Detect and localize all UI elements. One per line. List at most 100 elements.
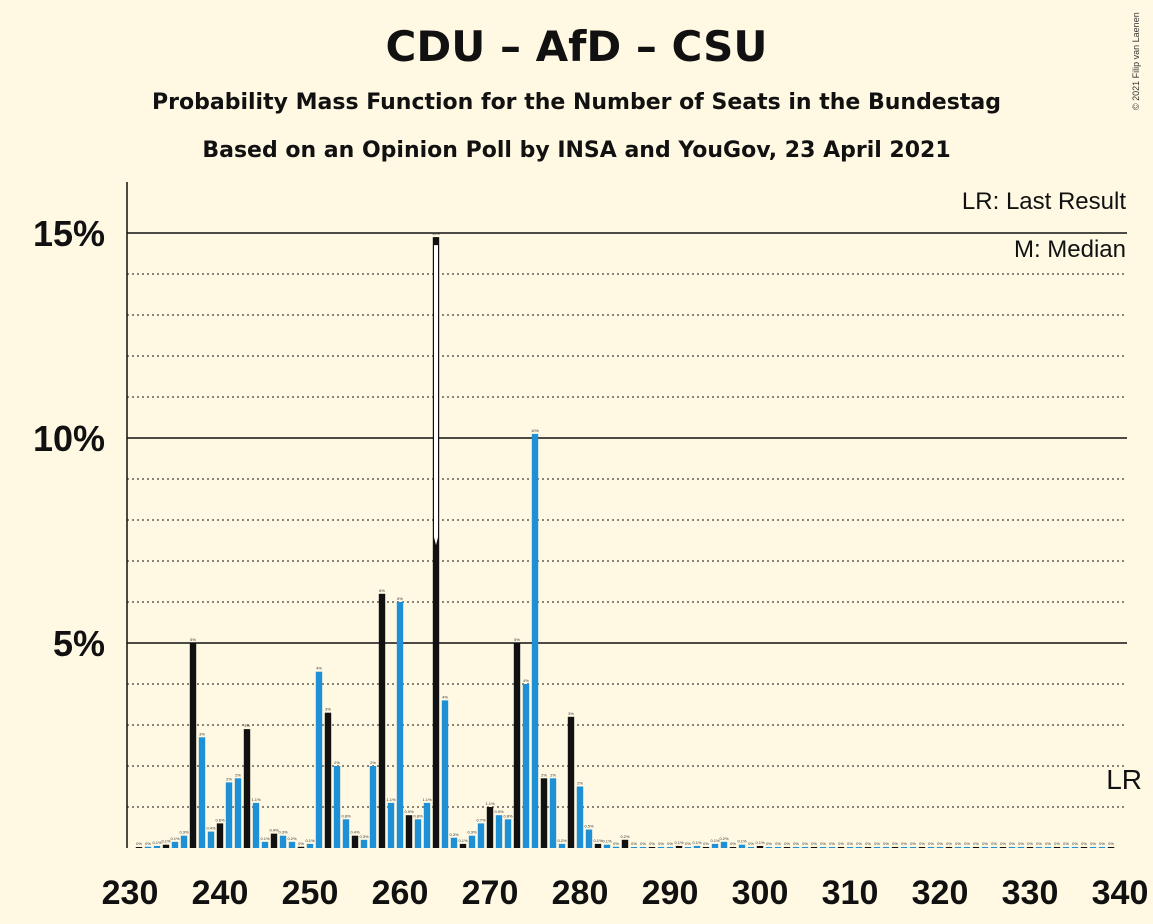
bar-label-322: 0% [955, 841, 961, 846]
bar-label-237: 5% [190, 637, 196, 642]
bar-338 [1098, 847, 1106, 848]
x-tick-label: 270 [462, 874, 519, 912]
bar-235 [171, 841, 179, 848]
bar-label-273: 5% [514, 637, 520, 642]
bar-label-321: 0% [946, 841, 952, 846]
bar-251 [315, 671, 323, 848]
bar-label-336: 0% [1081, 841, 1087, 846]
bar-label-338: 0% [1099, 841, 1105, 846]
bar-label-332: 0% [1045, 841, 1051, 846]
bar-label-298: 0.1% [737, 839, 747, 844]
bars [135, 237, 1115, 849]
x-tick-label: 300 [732, 874, 789, 912]
bar-330 [1026, 847, 1034, 848]
bar-label-231: 0% [136, 841, 142, 846]
bar-label-290: 0% [667, 841, 673, 846]
bar-label-271: 0.9% [494, 809, 504, 814]
bar-319 [927, 847, 935, 848]
bar-label-289: 0% [658, 841, 664, 846]
bar-325 [981, 847, 989, 848]
grid-lines [127, 232, 1127, 808]
bar-label-260: 6% [397, 596, 403, 601]
bar-291 [675, 845, 683, 848]
bar-label-323: 0% [964, 841, 970, 846]
bar-label-295: 0.1% [710, 838, 720, 843]
bar-288 [648, 847, 656, 848]
bar-label-296: 0.2% [719, 836, 729, 841]
bar-label-309: 0% [838, 841, 844, 846]
bar-331 [1035, 847, 1043, 848]
bar-322 [954, 847, 962, 848]
bar-306 [810, 847, 818, 848]
bar-label-326: 0% [991, 841, 997, 846]
bar-label-246: 0.4% [269, 828, 279, 833]
bar-317 [909, 847, 917, 848]
bar-label-286: 0% [631, 841, 637, 846]
bar-339 [1107, 847, 1115, 848]
bar-292 [684, 847, 692, 848]
bar-label-285: 0.2% [620, 834, 630, 839]
bar-label-232: 0% [145, 841, 151, 846]
bar-label-299: 0% [748, 841, 754, 846]
bar-label-259: 1.1% [386, 797, 396, 802]
bar-337 [1089, 847, 1097, 848]
bar-label-254: 0.8% [341, 813, 351, 818]
bar-label-277: 2% [550, 772, 556, 777]
bar-301 [765, 847, 773, 848]
bar-253 [333, 766, 341, 848]
bar-label-311: 0% [856, 841, 862, 846]
bar-label-293: 0.1% [692, 840, 702, 845]
bar-310 [846, 847, 854, 848]
median-notch [434, 245, 438, 546]
y-tick-label: 10% [33, 418, 105, 459]
bar-label-318: 0% [919, 841, 925, 846]
bar-262 [414, 819, 422, 848]
bar-297 [729, 847, 737, 848]
last-result-marker: LR [1106, 764, 1142, 795]
bar-329 [1017, 847, 1025, 848]
bar-label-276: 2% [541, 772, 547, 777]
bar-260 [396, 602, 404, 848]
bar-label-267: 0.1% [458, 838, 468, 843]
bar-label-264: 15% [432, 231, 440, 236]
bar-label-233: 0.1% [152, 840, 162, 845]
bar-label-257: 2% [370, 760, 376, 765]
bar-326 [990, 847, 998, 848]
bar-334 [1062, 847, 1070, 848]
bar-240 [216, 823, 224, 848]
bar-label-238: 3% [199, 731, 205, 736]
bar-label-250: 0.1% [305, 838, 315, 843]
bar-label-305: 0% [802, 841, 808, 846]
bar-label-253: 2% [334, 760, 340, 765]
bar-label-241: 2% [226, 776, 232, 781]
bar-252 [324, 712, 332, 848]
bar-label-243: 3% [244, 723, 250, 728]
bar-label-234: 0.1% [161, 839, 171, 844]
bar-287 [639, 847, 647, 848]
bar-276 [540, 778, 548, 848]
bar-label-328: 0% [1009, 841, 1015, 846]
bar-246 [270, 833, 278, 848]
bar-261 [405, 815, 413, 848]
bar-label-288: 0% [649, 841, 655, 846]
x-tick-label: 280 [552, 874, 609, 912]
bar-314 [882, 847, 890, 848]
bar-313 [873, 847, 881, 848]
bar-label-258: 6% [379, 588, 385, 593]
bar-label-245: 0.1% [260, 836, 270, 841]
bar-label-248: 0.2% [287, 836, 297, 841]
bar-label-256: 0.3% [359, 834, 369, 839]
bar-327 [999, 847, 1007, 848]
x-tick-label: 320 [912, 874, 969, 912]
bar-label-327: 0% [1000, 841, 1006, 846]
bar-245 [261, 841, 269, 848]
bar-label-313: 0% [874, 841, 880, 846]
bar-231 [135, 847, 143, 848]
bar-label-314: 0% [883, 841, 889, 846]
bar-305 [801, 847, 809, 848]
bar-label-294: 0% [703, 841, 709, 846]
bar-285 [621, 839, 629, 848]
bar-293 [693, 845, 701, 848]
bar-315 [891, 847, 899, 848]
bar-label-320: 0% [937, 841, 943, 846]
